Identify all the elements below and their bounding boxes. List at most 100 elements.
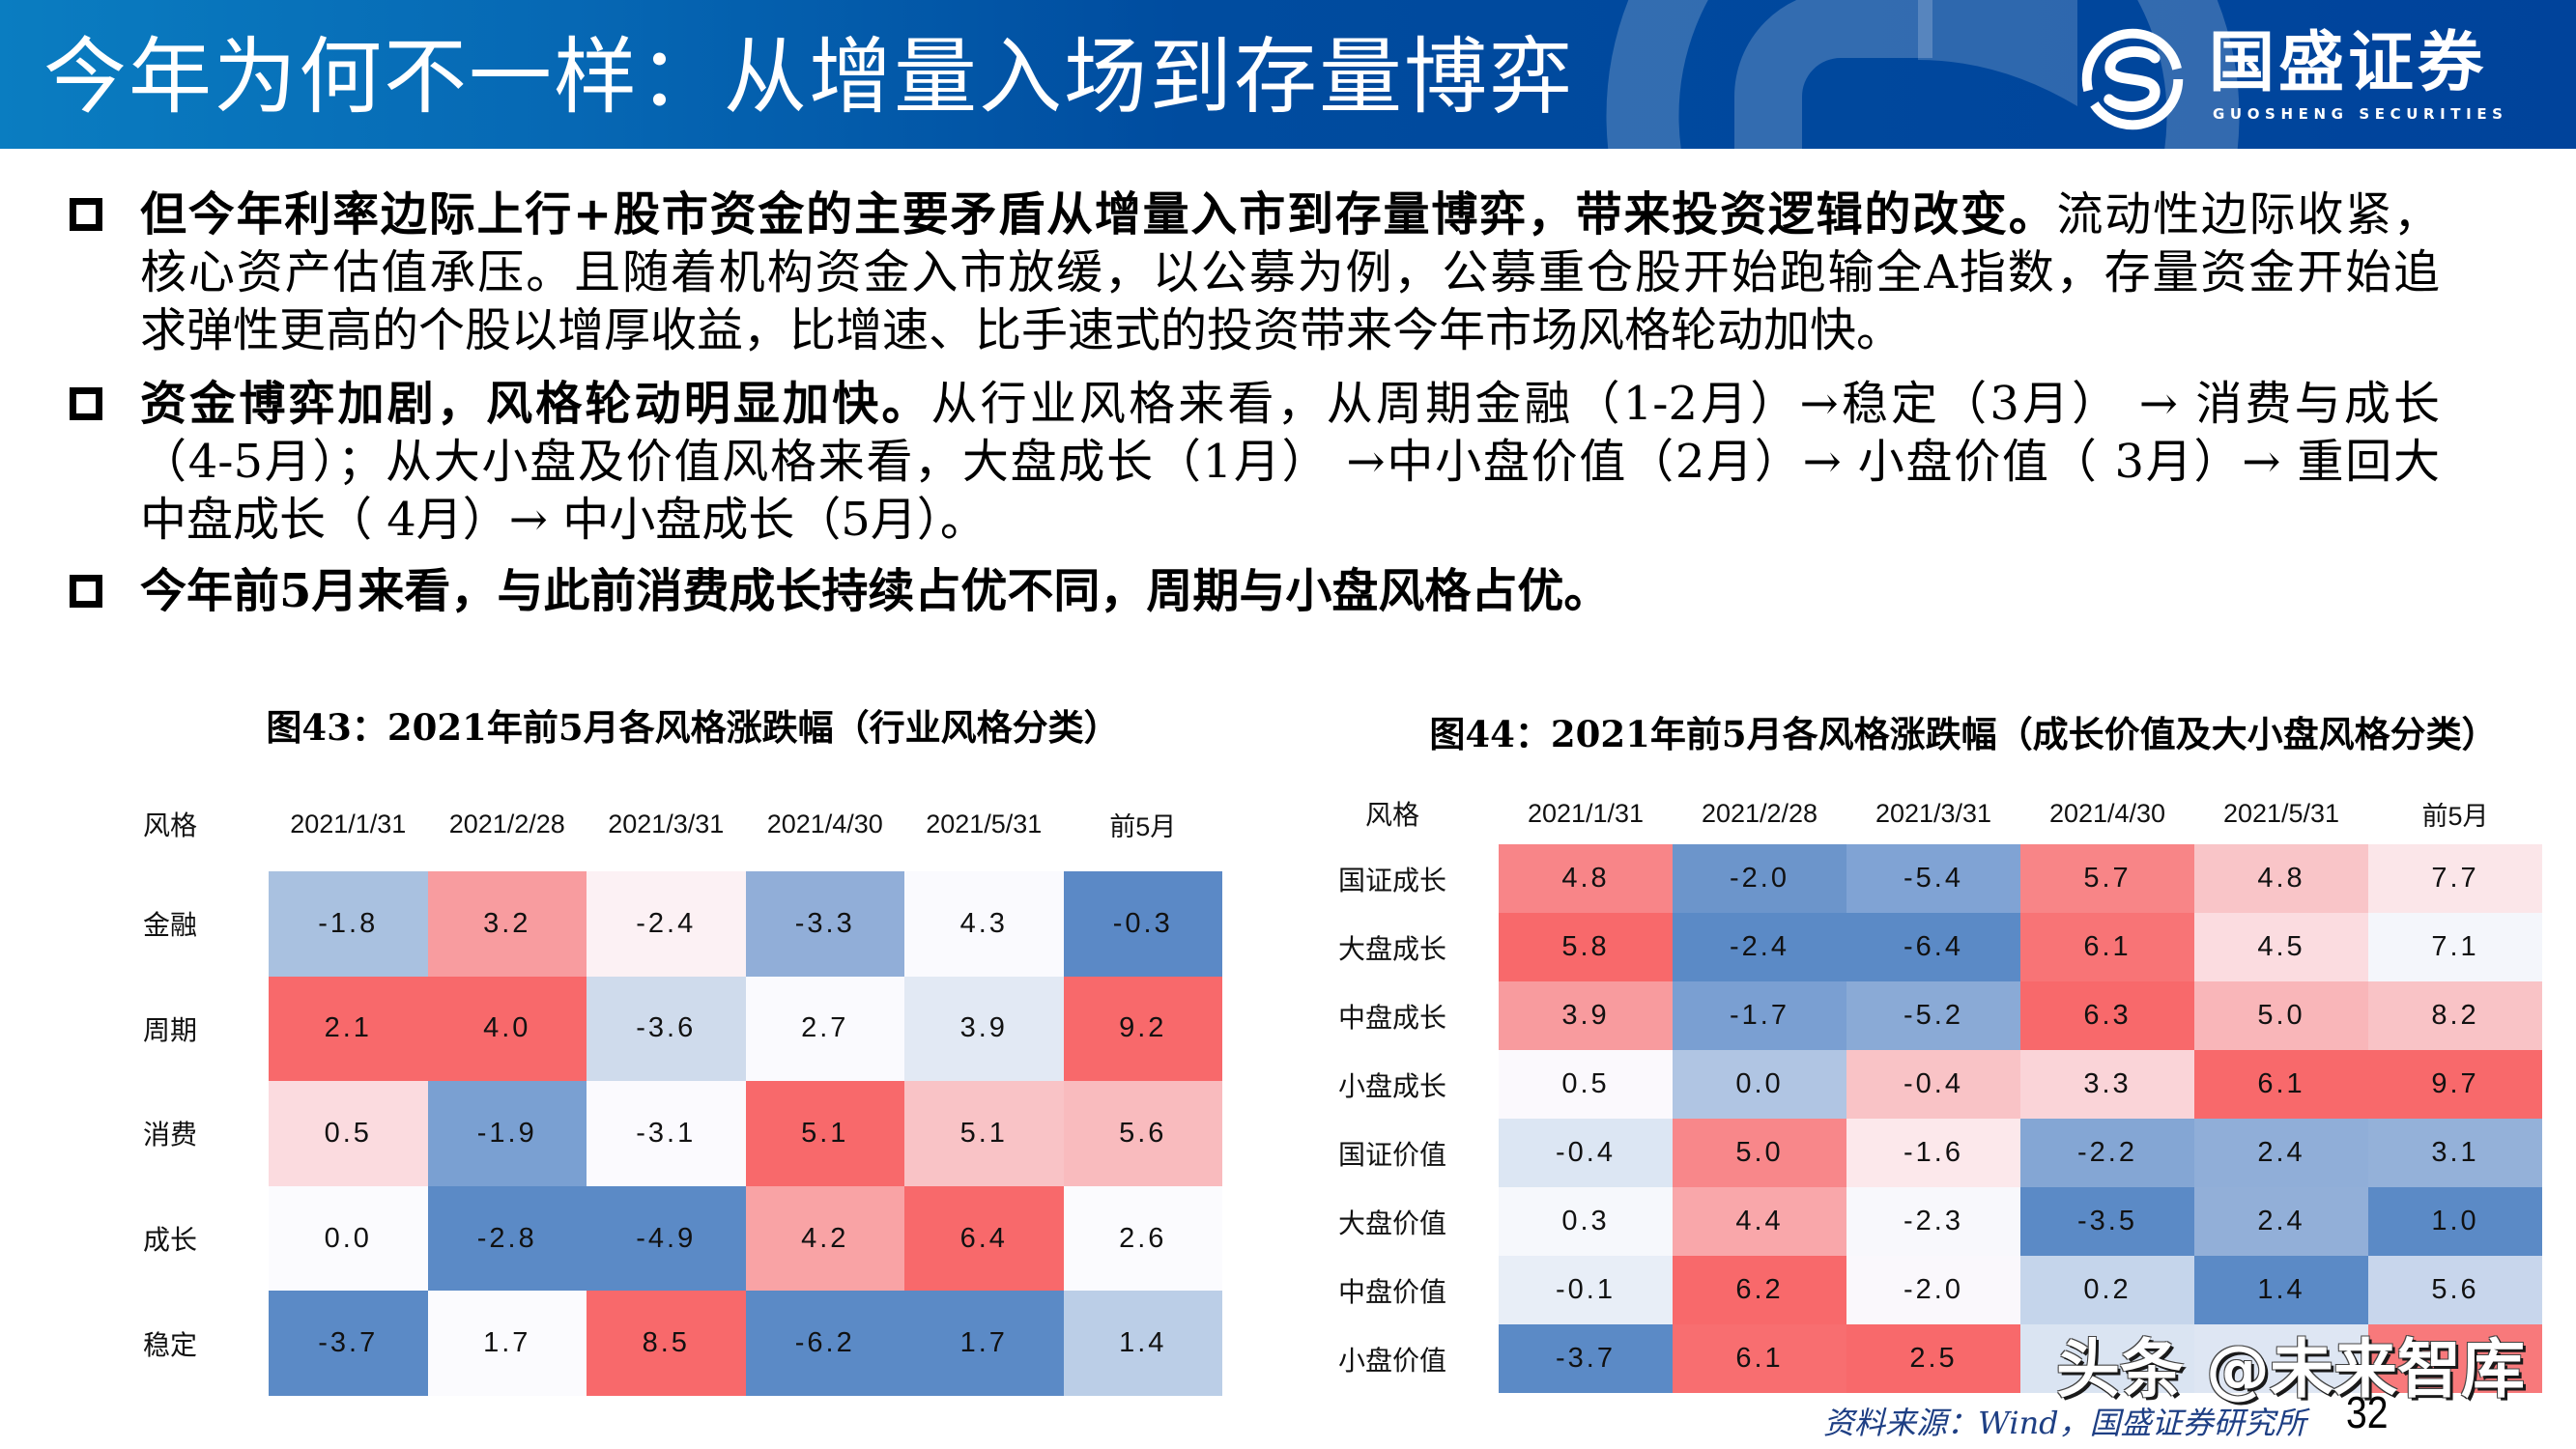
bullet-text: 资金博弈加剧，风格轮动明显加快。从行业风格来看，从周期金融（1-2月）→稳定（3…	[140, 375, 2440, 549]
row-label: 消费	[142, 1119, 197, 1151]
heatmap-cell: 4.8	[2194, 844, 2368, 913]
column-header: 2021/1/31	[290, 809, 407, 838]
heatmap-cell: -1.6	[1846, 1119, 2020, 1187]
row-label: 中盘成长	[1337, 1001, 1446, 1034]
row-label: 国证价值	[1337, 1138, 1446, 1171]
heatmap-cell: 1.7	[427, 1291, 587, 1396]
text-line: 中盘成长（ 4月）→ 中小盘成长（5月）。	[140, 491, 2440, 549]
heatmap-cell: 0.0	[1673, 1050, 1846, 1119]
page-title: 今年为何不一样：从增量入场到存量博弈	[43, 29, 1574, 126]
heatmap-cell: 5.7	[2020, 844, 2194, 913]
text-line: 今年前5月来看，与此前消费成长持续占优不同，周期与小盘风格占优。	[140, 562, 2440, 620]
heatmap-cell: -2.0	[1846, 1256, 2020, 1324]
heatmap-cell: 5.1	[904, 1081, 1064, 1186]
header-logo-watermark-icon	[1606, 0, 2240, 149]
heatmap-cell: -2.2	[2020, 1119, 2194, 1187]
figure-43-title: 图43：2021年前5月各风格涨跌幅（行业风格分类）	[266, 706, 1120, 749]
heatmap-cell: 2.1	[269, 976, 428, 1082]
heatmap-cell: -2.0	[1673, 844, 1846, 913]
row-label: 稳定	[142, 1328, 197, 1361]
heatmap-cell: 8.2	[2368, 981, 2542, 1050]
text-line: 核心资产估值承压。且随着机构资金入市放缓，以公募为例，公募重仓股开始跑输全A指数…	[140, 243, 2440, 301]
column-header: 前5月	[2421, 801, 2489, 831]
guosheng-logo-icon	[2081, 28, 2184, 130]
heatmap-cell: 3.3	[2020, 1050, 2194, 1119]
hollow-square-bullet-icon	[70, 575, 102, 608]
heatmap-cell: -6.4	[1846, 913, 2020, 981]
row-label: 国证成长	[1337, 864, 1446, 896]
heatmap-cell: -1.8	[269, 871, 428, 977]
heatmap-cell: 5.6	[1063, 1081, 1222, 1186]
heatmap-cell: 7.7	[2368, 844, 2542, 913]
heatmap-cell: 3.2	[427, 871, 587, 977]
heatmap-cell: -3.3	[745, 871, 904, 977]
column-header: 2021/1/31	[1527, 798, 1645, 828]
row-label: 金融	[142, 909, 197, 942]
text-line: （4-5月）；从大小盘及价值风格来看，大盘成长（1月） →中小盘价值（2月）→ …	[140, 433, 2440, 491]
heatmap-cell: 4.0	[427, 976, 587, 1082]
heatmap-cell: 4.3	[904, 871, 1064, 977]
heatmap-cell: 9.2	[1063, 976, 1222, 1082]
heatmap-cell: -2.8	[427, 1185, 587, 1292]
body-text: 核心资产估值承压。且随着机构资金入市放缓，以公募为例，公募重仓股开始跑输全A指数…	[140, 245, 2440, 299]
heatmap-cell: 8.5	[587, 1291, 746, 1396]
bold-text: 资金博弈加剧，风格轮动明显加快。	[140, 377, 931, 431]
corner-label: 风格	[142, 810, 197, 841]
heatmap-cell: 1.0	[2368, 1187, 2542, 1256]
heatmap-cell: 0.0	[269, 1185, 428, 1292]
bullet-text: 但今年利率边际上行+股市资金的主要矛盾从增量入市到存量博弈，带来投资逻辑的改变。…	[140, 185, 2440, 359]
figure-44-heatmap-table: 风格 2021/1/31 2021/2/28 2021/3/31 2021/4/30 20…	[1325, 782, 2542, 1393]
watermark-text: 头条 @未来智库	[2056, 1332, 2525, 1406]
text-line: 资金博弈加剧，风格轮动明显加快。从行业风格来看，从周期金融（1-2月）→稳定（3…	[140, 375, 2440, 433]
heatmap-cell: -6.2	[745, 1291, 904, 1396]
heatmap-cell: 4.2	[745, 1185, 904, 1292]
heatmap-cell: 6.2	[1673, 1256, 1846, 1324]
heatmap-cell: -0.1	[1499, 1256, 1673, 1324]
heatmap-cell: 2.6	[1063, 1185, 1222, 1292]
column-header: 2021/3/31	[608, 809, 725, 838]
heatmap-cell: 3.9	[1499, 981, 1673, 1050]
heatmap-cell: 0.3	[1499, 1187, 1673, 1256]
row-label: 大盘价值	[1337, 1207, 1446, 1239]
hollow-square-bullet-icon	[70, 387, 102, 420]
column-header: 2021/5/31	[926, 809, 1043, 838]
text-line: 但今年利率边际上行+股市资金的主要矛盾从增量入市到存量博弈，带来投资逻辑的改变。…	[140, 185, 2440, 243]
heatmap-cell: -5.4	[1846, 844, 2020, 913]
heatmap-cell: 3.1	[2368, 1119, 2542, 1187]
heatmap-cell: 6.3	[2020, 981, 2194, 1050]
bullet-text: 今年前5月来看，与此前消费成长持续占优不同，周期与小盘风格占优。	[140, 562, 2440, 620]
heatmap-cell: 5.8	[1499, 913, 1673, 981]
column-header: 前5月	[1109, 811, 1177, 841]
source-note: 资料来源：Wind，国盛证券研究所	[1823, 1405, 2306, 1441]
page-number: 32	[2346, 1387, 2389, 1437]
text-line: 求弹性更高的个股以增厚收益，比增速、比手速式的投资带来今年市场风格轮动加快。	[140, 301, 2440, 359]
heatmap-cell: 5.0	[1673, 1119, 1846, 1187]
row-label: 周期	[142, 1013, 197, 1046]
heatmap-cell: 1.4	[1063, 1291, 1222, 1396]
heatmap-cell: -3.7	[1499, 1324, 1673, 1393]
corner-label: 风格	[1364, 799, 1419, 831]
heatmap-cell: 2.5	[1846, 1324, 2020, 1393]
heatmap-cell: 0.5	[1499, 1050, 1673, 1119]
heatmap-cell: 4.4	[1673, 1187, 1846, 1256]
row-label: 小盘成长	[1337, 1069, 1446, 1102]
heatmap-cell: -2.4	[587, 871, 746, 977]
heatmap-cell: -1.7	[1673, 981, 1846, 1050]
header-bar: 今年为何不一样：从增量入场到存量博弈 国盛证券 GUOSHENG SECURIT…	[0, 0, 2576, 149]
heatmap-cell: -4.9	[587, 1185, 746, 1292]
heatmap-cell: -0.3	[1063, 871, 1222, 977]
heatmap-cell: -3.5	[2020, 1187, 2194, 1256]
body-text: （4-5月）；从大小盘及价值风格来看，大盘成长（1月） →中小盘价值（2月）→ …	[140, 435, 2440, 489]
column-header: 2021/4/30	[766, 809, 883, 838]
heatmap-cell: -0.4	[1499, 1119, 1673, 1187]
heatmap-cell: 1.7	[904, 1291, 1064, 1396]
figure-43-heatmap-table: 风格 2021/1/31 2021/2/28 2021/3/31 2021/4/30 20…	[131, 777, 1222, 1396]
heatmap-cell	[2368, 1324, 2542, 1393]
column-header: 2021/4/30	[2048, 798, 2166, 828]
heatmap-cell: 3.9	[904, 976, 1064, 1082]
row-label: 大盘成长	[1337, 932, 1446, 965]
heatmap-cell: 4.5	[2194, 913, 2368, 981]
heatmap-cell: 5.0	[2194, 981, 2368, 1050]
heatmap-cell: 5.1	[745, 1081, 904, 1186]
